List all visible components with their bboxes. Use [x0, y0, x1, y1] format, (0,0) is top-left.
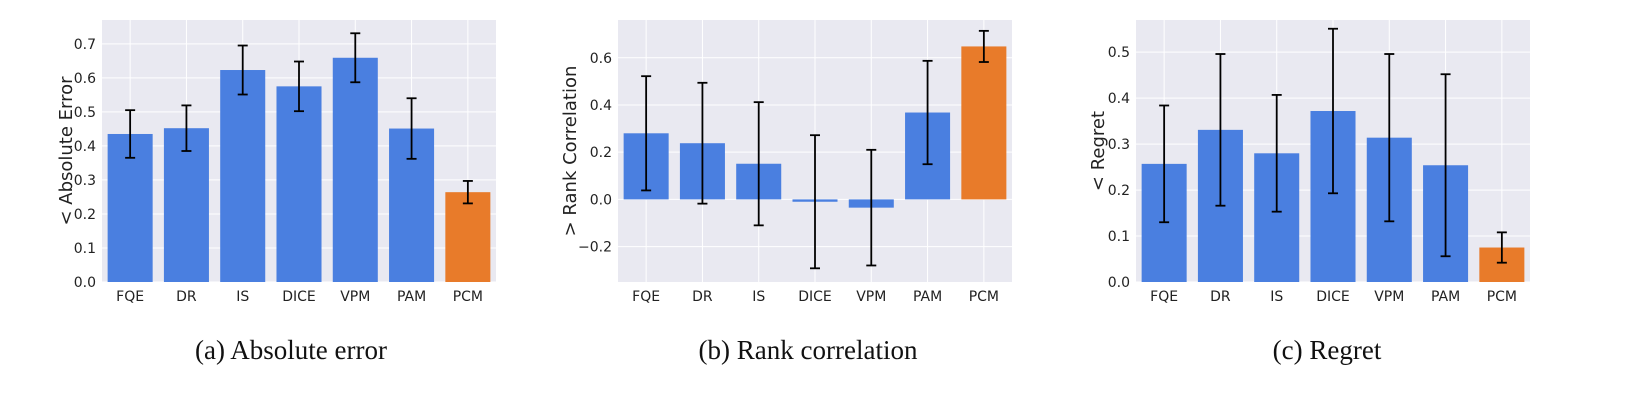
x-tick-label: DR: [176, 289, 197, 305]
bar-pcm: [961, 46, 1007, 200]
y-tick-label: 0.7: [74, 37, 96, 53]
chart-panel-2: −0.2 0.0 0.2 0.4 0.6 FQE DR IS DICE VPM PAM PCM > Ra…: [560, 20, 1012, 365]
y-tick-label: 0.0: [590, 192, 612, 208]
error-bar-pam: [1440, 73, 1451, 258]
x-tick-label: FQE: [632, 289, 660, 305]
chart-panel-3: 0.0 0.1 0.2 0.3 0.4 0.5 FQE DR IS DICE VPM PAM PCM < …: [1088, 20, 1530, 365]
error-bar-fqe: [1159, 104, 1170, 224]
error-bar-pam: [922, 59, 933, 166]
x-tick-label: FQE: [1150, 289, 1178, 305]
x-tick-label: PAM: [397, 289, 426, 305]
error-bar-vpm: [866, 148, 877, 267]
x-tick-label: PCM: [969, 289, 999, 305]
error-bar-dice: [1328, 27, 1338, 195]
error-bar-pcm: [1496, 231, 1507, 264]
y-tick-label: 0.2: [1108, 183, 1130, 199]
y-tick-label: 0.4: [590, 98, 612, 114]
error-bar-is: [237, 44, 248, 96]
error-bar-dr: [181, 104, 192, 152]
error-bar-pcm: [462, 180, 473, 205]
x-tick-label: PAM: [913, 289, 942, 305]
chart-caption: (c) Regret: [1273, 335, 1382, 365]
y-tick-label: −0.2: [578, 240, 612, 256]
error-bar-vpm: [350, 32, 361, 84]
bar-vpm: [332, 57, 378, 282]
x-tick-label: FQE: [116, 289, 144, 305]
error-bar-pcm: [978, 29, 989, 63]
error-bar-vpm: [1384, 53, 1395, 223]
x-tick-label: VPM: [1374, 289, 1404, 305]
x-tick-label: IS: [1270, 289, 1283, 305]
error-bar-dice: [294, 60, 304, 113]
chart-panel-1: 0.0 0.1 0.2 0.3 0.4 0.5 0.6 0.7 FQE DR IS DICE VPM PA…: [56, 20, 496, 365]
x-tick-label: IS: [236, 289, 249, 305]
error-bar-pam: [406, 97, 417, 160]
x-tick-label: PCM: [453, 289, 483, 305]
y-tick-label: 0.0: [1108, 275, 1130, 291]
y-tick-label: 0.4: [1108, 91, 1130, 107]
x-tick-label: IS: [752, 289, 765, 305]
x-tick-label: VPM: [340, 289, 370, 305]
y-tick-label: 0.6: [590, 51, 612, 67]
y-tick-label: 0.2: [74, 207, 96, 223]
error-bar-is: [753, 101, 764, 227]
y-tick-label: 0.5: [1108, 45, 1130, 61]
y-tick-label: 0.5: [74, 105, 96, 121]
y-tick-label: 0.0: [74, 275, 96, 291]
chart-caption: (b) Rank correlation: [699, 335, 918, 365]
x-tick-label: PCM: [1487, 289, 1517, 305]
x-tick-label: DICE: [282, 289, 316, 305]
y-tick-label: 0.3: [74, 173, 96, 189]
y-tick-label: 0.3: [1108, 137, 1130, 153]
error-bar-dice: [810, 134, 820, 270]
y-axis-label: > Rank Correlation: [560, 66, 581, 237]
x-tick-label: DICE: [798, 289, 832, 305]
error-bar-is: [1271, 94, 1282, 213]
bar-dr: [163, 128, 209, 282]
chart-caption: (a) Absolute error: [195, 335, 387, 365]
bar-is: [220, 70, 266, 282]
y-tick-label: 0.4: [74, 139, 96, 155]
bar-dice: [276, 86, 322, 282]
error-bar-dr: [697, 81, 708, 205]
y-tick-label: 0.2: [590, 145, 612, 161]
x-tick-label: DICE: [1316, 289, 1350, 305]
y-tick-label: 0.6: [74, 71, 96, 87]
y-axis-label: < Absolute Error: [56, 76, 77, 226]
y-tick-label: 0.1: [74, 241, 96, 257]
error-bar-dr: [1215, 53, 1226, 207]
error-bar-fqe: [641, 75, 652, 192]
error-bar-fqe: [125, 109, 136, 159]
x-tick-label: DR: [692, 289, 713, 305]
x-tick-label: PAM: [1431, 289, 1460, 305]
x-tick-label: DR: [1210, 289, 1231, 305]
y-axis-label: < Regret: [1088, 111, 1109, 191]
bar-pcm: [445, 192, 491, 282]
y-tick-label: 0.1: [1108, 229, 1130, 245]
x-tick-label: VPM: [856, 289, 886, 305]
